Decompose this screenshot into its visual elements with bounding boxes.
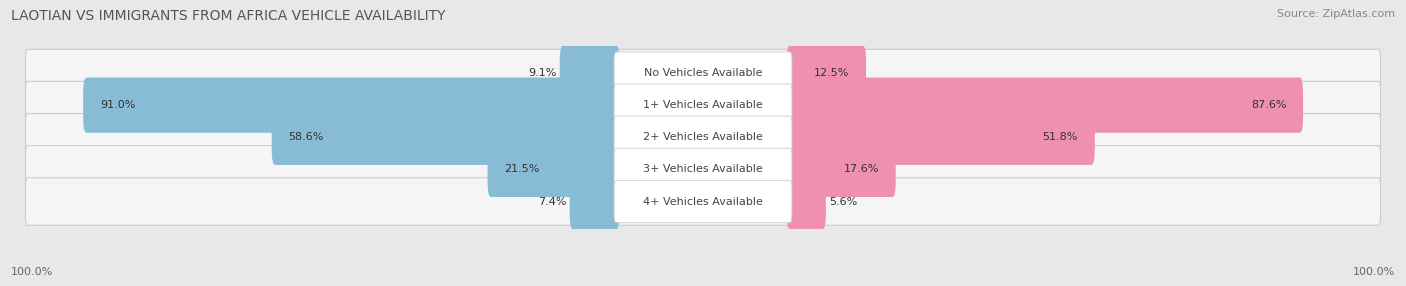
- FancyBboxPatch shape: [614, 180, 792, 223]
- Text: Source: ZipAtlas.com: Source: ZipAtlas.com: [1277, 9, 1395, 19]
- FancyBboxPatch shape: [560, 45, 620, 101]
- Text: 9.1%: 9.1%: [529, 68, 557, 78]
- FancyBboxPatch shape: [25, 178, 1381, 225]
- FancyBboxPatch shape: [786, 142, 896, 197]
- FancyBboxPatch shape: [488, 142, 620, 197]
- FancyBboxPatch shape: [271, 110, 620, 165]
- FancyBboxPatch shape: [25, 49, 1381, 97]
- FancyBboxPatch shape: [786, 45, 866, 101]
- Text: 5.6%: 5.6%: [830, 196, 858, 206]
- Text: 51.8%: 51.8%: [1043, 132, 1078, 142]
- FancyBboxPatch shape: [25, 82, 1381, 129]
- Text: No Vehicles Available: No Vehicles Available: [644, 68, 762, 78]
- Text: 21.5%: 21.5%: [505, 164, 540, 174]
- FancyBboxPatch shape: [786, 78, 1303, 133]
- FancyBboxPatch shape: [614, 52, 792, 94]
- Text: 1+ Vehicles Available: 1+ Vehicles Available: [643, 100, 763, 110]
- Text: 100.0%: 100.0%: [11, 267, 53, 277]
- FancyBboxPatch shape: [786, 110, 1095, 165]
- FancyBboxPatch shape: [786, 174, 825, 229]
- FancyBboxPatch shape: [25, 146, 1381, 193]
- FancyBboxPatch shape: [25, 114, 1381, 161]
- FancyBboxPatch shape: [614, 116, 792, 158]
- Text: 7.4%: 7.4%: [538, 196, 567, 206]
- FancyBboxPatch shape: [614, 148, 792, 190]
- Text: 87.6%: 87.6%: [1251, 100, 1286, 110]
- Text: 12.5%: 12.5%: [814, 68, 849, 78]
- Text: 4+ Vehicles Available: 4+ Vehicles Available: [643, 196, 763, 206]
- Text: 100.0%: 100.0%: [1353, 267, 1395, 277]
- Text: 91.0%: 91.0%: [100, 100, 135, 110]
- FancyBboxPatch shape: [83, 78, 620, 133]
- FancyBboxPatch shape: [569, 174, 620, 229]
- Text: 2+ Vehicles Available: 2+ Vehicles Available: [643, 132, 763, 142]
- FancyBboxPatch shape: [614, 84, 792, 126]
- Text: 3+ Vehicles Available: 3+ Vehicles Available: [643, 164, 763, 174]
- Text: 58.6%: 58.6%: [288, 132, 323, 142]
- Text: LAOTIAN VS IMMIGRANTS FROM AFRICA VEHICLE AVAILABILITY: LAOTIAN VS IMMIGRANTS FROM AFRICA VEHICL…: [11, 9, 446, 23]
- Text: 17.6%: 17.6%: [844, 164, 879, 174]
